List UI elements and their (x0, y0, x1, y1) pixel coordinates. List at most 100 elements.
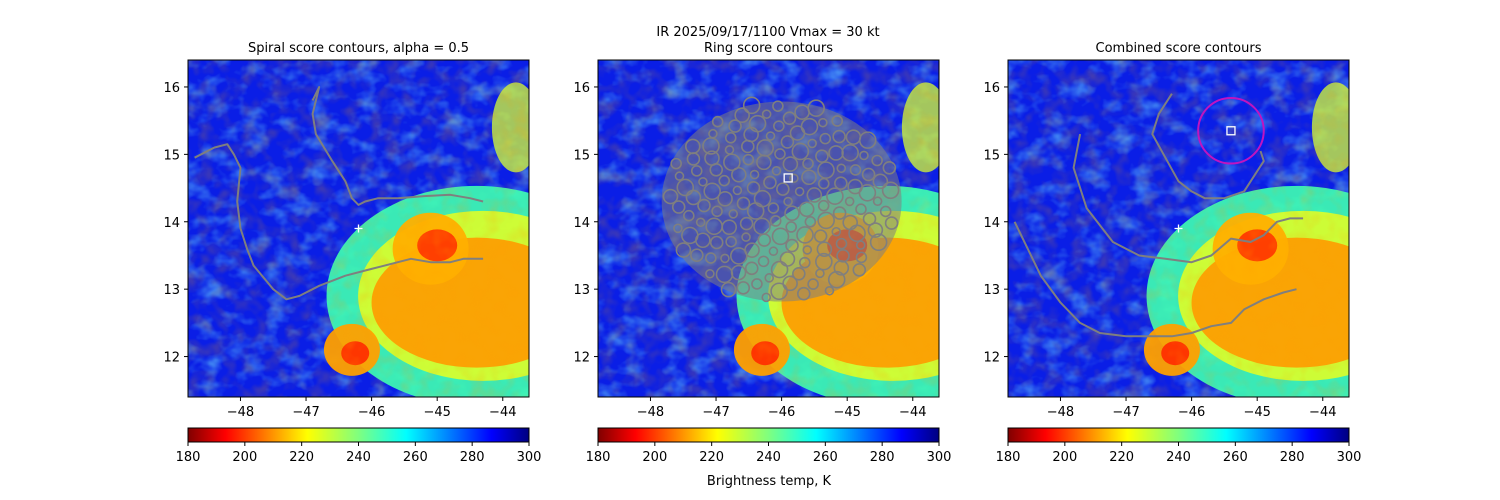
ring-contour-loop (816, 241, 833, 258)
ring-contour-loop (784, 205, 800, 222)
ring-contour-loop (736, 196, 751, 211)
ring-contour-loop (835, 237, 848, 250)
ring-contour-loop (869, 233, 888, 252)
ring-contour-loop (881, 181, 900, 200)
ring-contour-loop (703, 182, 721, 201)
ring-contour-loop (848, 224, 866, 243)
ring-contour-loop (720, 253, 730, 264)
ring-contour-loop (690, 248, 704, 263)
ring-contour-loop (802, 157, 814, 170)
ring-contour-loop (728, 119, 742, 133)
ring-contour-loop (819, 132, 832, 145)
ring-contour-loop (671, 200, 686, 214)
ring-contour-loop (834, 176, 848, 190)
colorbar-tick-label: 180 (586, 450, 611, 465)
x-tick-label: −44 (489, 405, 516, 420)
ring-contour-loop (769, 215, 782, 227)
ring-contour-loop (831, 115, 844, 127)
score-contour (311, 86, 484, 206)
brightness-temp-image (1008, 60, 1349, 397)
colorbar-tick-label: 180 (176, 450, 201, 465)
colorbar-tick-label: 300 (927, 450, 952, 465)
ring-contour-loop (676, 178, 695, 197)
ring-contour-loop (771, 166, 782, 176)
colorbar (187, 427, 530, 443)
ring-contour-loop (861, 167, 876, 182)
x-tick-label: −46 (1178, 405, 1205, 420)
colorbar-tick-label: 280 (870, 450, 895, 465)
ring-contour-loop (744, 261, 759, 276)
panel-3: Combined score contours −48 −47 −46 −45 −44 12… (983, 41, 1361, 465)
axes-frame (597, 59, 940, 398)
ring-contour-loop (662, 188, 679, 205)
x-tick-label: −44 (899, 405, 926, 420)
ring-contour-loop (708, 128, 718, 139)
colorbar-tick-label: 300 (517, 450, 542, 465)
center-plus-marker (1174, 224, 1183, 233)
ring-contour-loop (855, 203, 867, 216)
ring-contour-loop (794, 186, 805, 197)
y-tick-label: 14 (983, 216, 1000, 231)
y-tick-label: 15 (983, 148, 1000, 163)
ring-contour-loop (831, 226, 842, 237)
y-tick-label: 12 (163, 351, 180, 366)
ring-contour-loop (872, 196, 883, 207)
ring-contour-loop (772, 100, 784, 112)
ring-contour-loop (852, 263, 867, 277)
x-tick-label: −45 (833, 405, 860, 420)
brightness-temp-image (188, 60, 529, 397)
ring-contour-loop (858, 131, 877, 149)
ring-contour-loop (736, 281, 751, 295)
y-tick-label: 14 (573, 216, 590, 231)
ring-contour-loop (844, 196, 855, 207)
colorbar-tick-label: 260 (403, 450, 428, 465)
ring-contour-loop (711, 205, 723, 218)
ring-contour-loop (723, 153, 741, 172)
ring-contour-loop (697, 198, 711, 213)
y-tick-label: 13 (573, 283, 590, 298)
ring-contour-loop (828, 145, 844, 161)
ring-contour-loop (739, 216, 754, 231)
ring-contour-loop (690, 165, 703, 177)
score-contour (194, 143, 484, 301)
ring-contour-loop (683, 209, 695, 222)
ring-contour-loop (800, 117, 819, 136)
center-circle (1197, 96, 1265, 165)
ring-contour-loop (724, 145, 735, 155)
colorbar-tick-label: 280 (460, 450, 485, 465)
y-tick-label: 16 (983, 81, 1000, 96)
ring-contour-loop (746, 202, 765, 220)
ring-contour-loop (815, 268, 825, 279)
ring-contour-loop (817, 161, 835, 179)
ring-contour-loop (717, 191, 733, 207)
ring-contour-loop (841, 144, 859, 162)
ring-contour-loop (801, 169, 817, 186)
x-tick-label: −48 (1047, 405, 1074, 420)
panel-title: Combined score contours (1096, 41, 1262, 56)
ring-contour-loop (827, 270, 846, 289)
ring-contour-loop (724, 131, 737, 144)
ring-contour-loop (774, 148, 786, 160)
panel-title: Spiral score contours, alpha = 0.5 (248, 41, 469, 56)
ring-contour-loop (798, 256, 811, 269)
ring-contour-loop (732, 185, 743, 196)
square-marker (783, 173, 793, 183)
ring-contour-loop (858, 184, 877, 202)
score-contour (1072, 133, 1304, 264)
ring-contour-loop (855, 240, 866, 250)
ring-contour-loop (789, 173, 799, 184)
ring-contour-loop (715, 265, 734, 284)
ring-contour-loop (815, 252, 833, 271)
ring-contour-loop (832, 206, 847, 220)
ring-contour-loop (705, 252, 717, 264)
ring-contour-loop (685, 138, 701, 155)
colorbar-tick-label: 240 (756, 450, 781, 465)
colorbar-tick-label: 220 (1109, 450, 1134, 465)
ring-contour-loop (815, 149, 829, 164)
ring-contour-loop (695, 217, 706, 228)
ring-score-contours (661, 96, 902, 303)
ring-contour-loop (806, 187, 823, 203)
ring-contour-loop (785, 221, 797, 233)
ring-contour-loop (859, 150, 869, 161)
x-tick-label: −48 (227, 405, 254, 420)
